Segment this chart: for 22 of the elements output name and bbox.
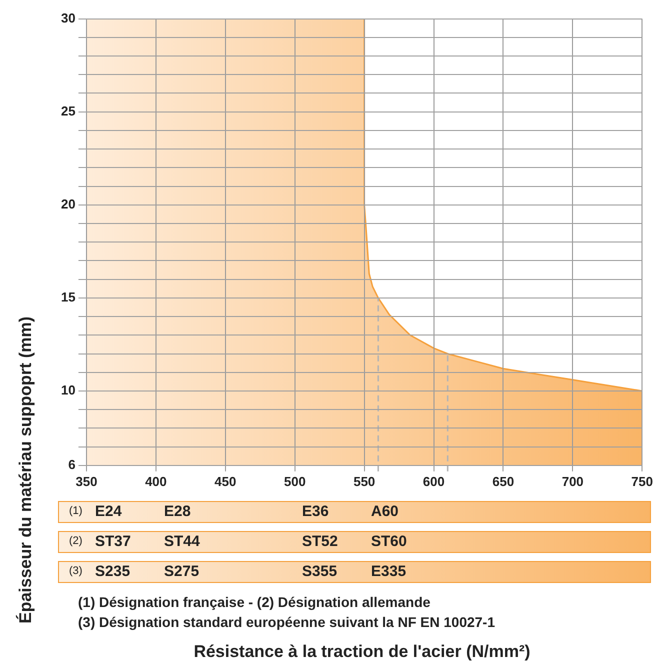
x-tick-label: 450 xyxy=(214,474,236,489)
x-tick-label: 700 xyxy=(562,474,584,489)
y-tick-label: 20 xyxy=(60,196,76,212)
x-tick-label: 350 xyxy=(76,474,98,489)
label-strip: (1) E24 E28 E36 A60 xyxy=(58,501,651,523)
text: (1) Désignation française - (2) Désignation allemande xyxy=(78,594,430,610)
label-strip: (3) S235 S275 S355 E335 xyxy=(58,561,651,583)
y-tick-label: 10 xyxy=(60,382,76,398)
y-tick-label: 30 xyxy=(60,10,76,26)
label-strip: (2) ST37 ST44 ST52 ST60 xyxy=(58,531,651,553)
x-tick-label: 550 xyxy=(353,474,376,489)
x-tick-label: 400 xyxy=(145,474,167,489)
text: (3) Désignation standard européenne suivant la NF EN 10027-1 xyxy=(78,614,495,630)
y-axis-title: Épaisseur du matériau suppoprt (mm) xyxy=(16,316,36,626)
y-tick-label: 6 xyxy=(68,456,76,472)
x-tick-label: 600 xyxy=(422,474,445,489)
y-tick-label: 25 xyxy=(60,103,76,118)
x-tick-label: 650 xyxy=(492,474,514,489)
x-tick-label: 500 xyxy=(284,474,306,489)
y-tick-label: 15 xyxy=(60,290,76,305)
text: Résistance à la traction de l'acier (N/mm²) xyxy=(192,642,532,662)
x-tick-label: 750 xyxy=(631,474,654,489)
